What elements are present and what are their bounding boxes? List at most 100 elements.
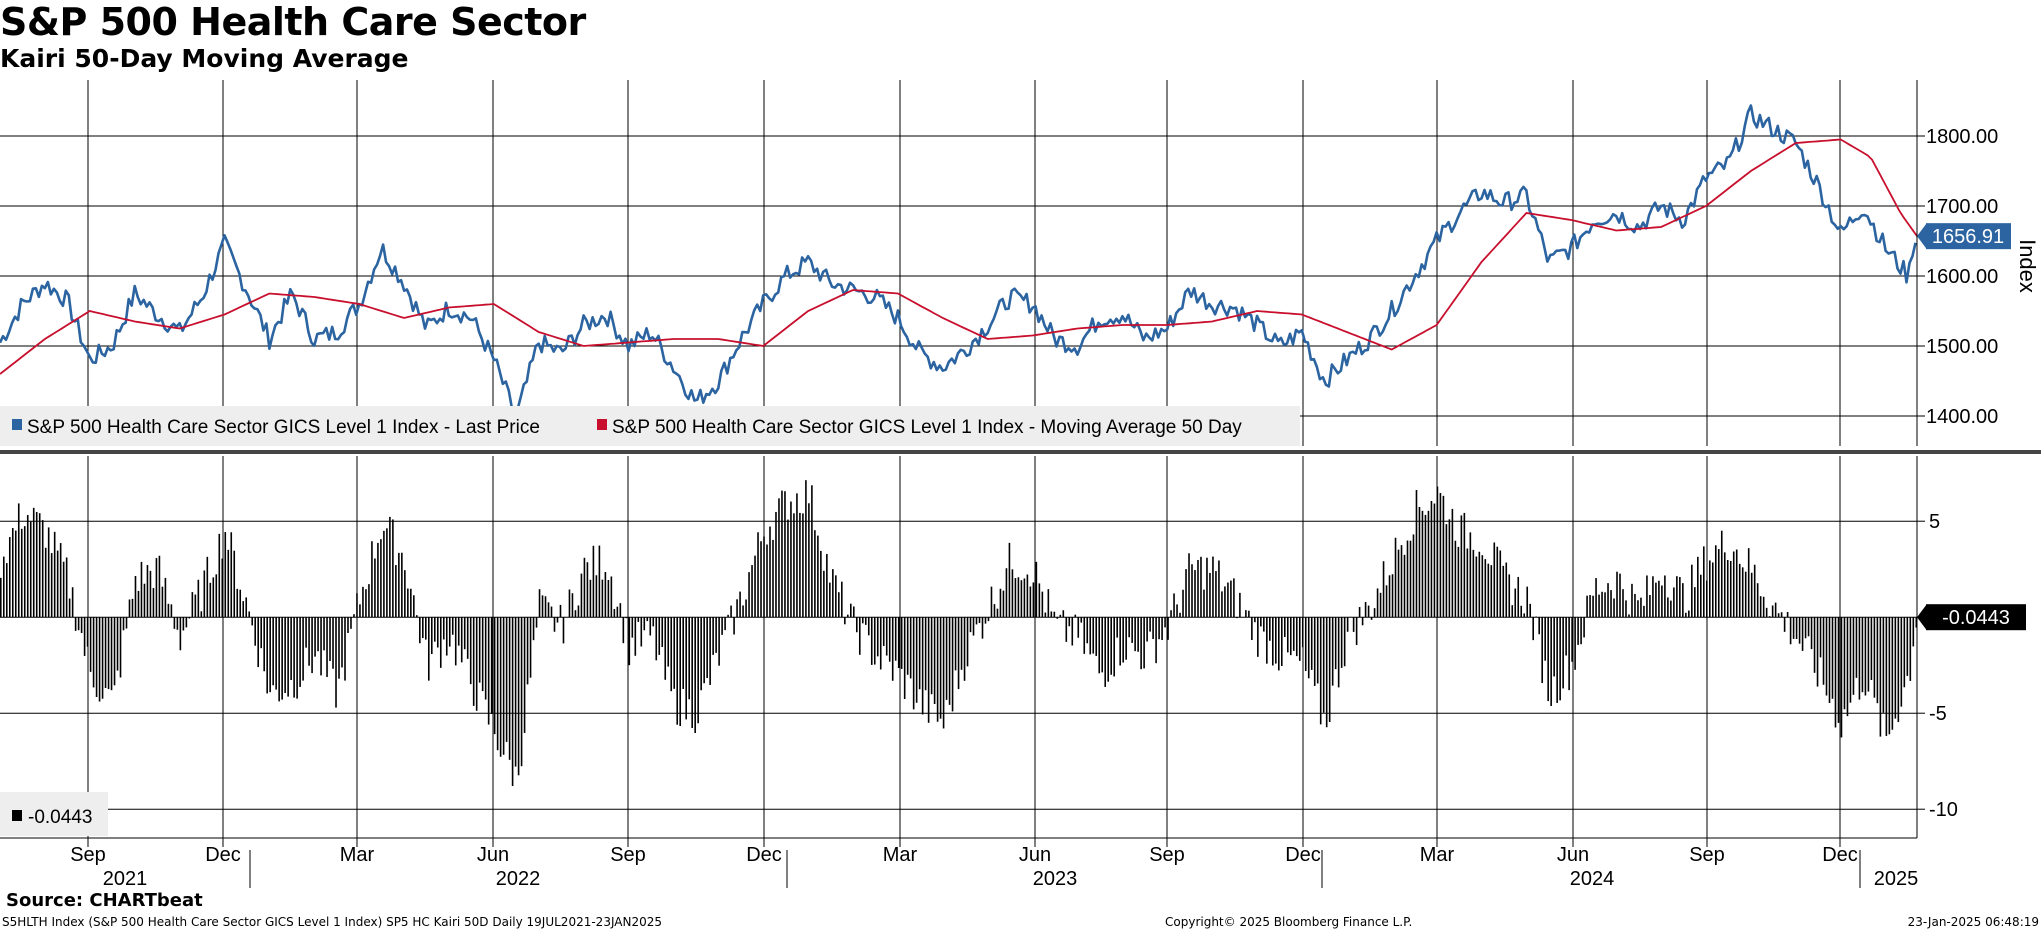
kairi-bar <box>1744 571 1747 618</box>
kairi-bar <box>26 515 29 618</box>
upper-y-tick-label: 1500.00 <box>1926 336 1998 358</box>
kairi-bar <box>981 617 984 639</box>
kairi-bar <box>1807 617 1810 637</box>
kairi-bar <box>924 617 927 691</box>
kairi-bar <box>101 617 104 699</box>
kairi-bar <box>876 617 879 657</box>
kairi-bar <box>1173 593 1175 618</box>
kairi-bar <box>1275 617 1277 664</box>
kairi-bar <box>44 547 47 618</box>
kairi-bar <box>1215 571 1217 618</box>
kairi-bar <box>1152 617 1154 640</box>
kairi-bar <box>80 617 83 634</box>
kairi-bar <box>1008 542 1011 618</box>
kairi-bar <box>984 617 987 624</box>
kairi-bar <box>302 617 304 681</box>
kairi-bar <box>275 617 277 690</box>
kairi-bar <box>50 553 53 618</box>
kairi-bar <box>1481 555 1484 618</box>
kairi-bar <box>454 617 457 666</box>
kairi-bar <box>1882 617 1885 713</box>
kairi-bar <box>1628 614 1630 618</box>
kairi-bar <box>1322 617 1325 713</box>
kairi-bar <box>236 588 239 618</box>
kairi-bar <box>1900 617 1903 707</box>
kairi-bar <box>95 617 98 698</box>
kairi-bar <box>410 588 412 618</box>
kairi-bar <box>1286 617 1289 653</box>
price-last-value-label: 1656.91 <box>1932 226 2004 248</box>
kairi-bar <box>1903 617 1906 688</box>
kairi-bar <box>185 617 188 628</box>
kairi-bar <box>1352 617 1355 632</box>
kairi-bar <box>469 617 472 685</box>
kairi-bar <box>1185 569 1187 618</box>
kairi-bar <box>852 606 855 618</box>
kairi-bar <box>1263 617 1265 632</box>
kairi-bar <box>1703 546 1705 618</box>
kairi-bar <box>595 575 598 618</box>
x-year-label: 2025 <box>1874 868 1919 890</box>
kairi-bar <box>526 617 529 685</box>
kairi-bar <box>176 617 179 630</box>
kairi-bar <box>667 617 670 667</box>
moving-average-line <box>0 138 1918 375</box>
kairi-bar <box>793 513 795 618</box>
kairi-bar <box>1717 549 1720 618</box>
kairi-bar <box>1316 617 1319 684</box>
kairi-bar <box>805 480 807 618</box>
kairi-bar <box>1861 617 1864 693</box>
kairi-bar <box>912 617 915 710</box>
kairi-bar <box>41 520 44 618</box>
kairi-bar <box>1032 582 1035 618</box>
kairi-bar <box>104 617 107 689</box>
kairi-bar <box>1310 617 1313 670</box>
kairi-bar <box>936 617 939 722</box>
kairi-bar <box>287 617 289 697</box>
kairi-bar <box>398 552 400 618</box>
kairi-bar <box>619 603 622 618</box>
kairi-bar <box>1017 577 1020 618</box>
kairi-bar <box>227 549 230 618</box>
kairi-bar <box>1409 540 1412 618</box>
kairi-bar <box>224 532 227 618</box>
kairi-bar <box>149 570 152 618</box>
kairi-bar <box>188 617 191 619</box>
kairi-bar <box>1403 554 1406 618</box>
kairi-bar <box>221 558 224 618</box>
kairi-bar <box>1888 617 1891 735</box>
kairi-bar <box>664 617 667 680</box>
kairi-bar <box>413 595 415 618</box>
kairi-bar <box>1517 576 1520 618</box>
legend-swatch-price <box>12 419 22 430</box>
kairi-bar <box>975 617 978 625</box>
kairi-bar <box>1864 617 1867 696</box>
kairi-bar <box>820 550 822 618</box>
kairi-bar <box>1197 559 1199 618</box>
kairi-bar <box>422 617 424 639</box>
kairi-bar <box>1643 605 1645 618</box>
kairi-bar <box>927 617 930 723</box>
kairi-bar <box>1059 614 1062 618</box>
kairi-bar <box>1747 548 1750 618</box>
kairi-bar <box>1095 617 1098 656</box>
kairi-bar <box>1667 597 1669 618</box>
kairi-bar <box>604 571 607 618</box>
kairi-bar <box>616 606 619 618</box>
kairi-bar <box>260 617 262 649</box>
kairi-bar <box>1289 617 1292 656</box>
kairi-bar <box>1541 617 1543 684</box>
axis-labels: Sep Dec Mar Jun Sep Dec Mar Jun Sep Dec Mar Jun Sep D… <box>70 126 2040 890</box>
x-month-label: Sep <box>1689 844 1725 866</box>
kairi-bar <box>870 617 873 665</box>
kairi-bar <box>460 617 463 663</box>
kairi-bar <box>568 589 571 618</box>
kairi-bar <box>131 598 134 618</box>
kairi-bar <box>359 604 361 618</box>
kairi-bar <box>873 617 876 665</box>
kairi-bar <box>1544 617 1546 661</box>
kairi-bar <box>1682 583 1684 618</box>
kairi-bar <box>1068 617 1071 627</box>
kairi-bar <box>1128 617 1130 638</box>
kairi-bar <box>957 617 960 690</box>
